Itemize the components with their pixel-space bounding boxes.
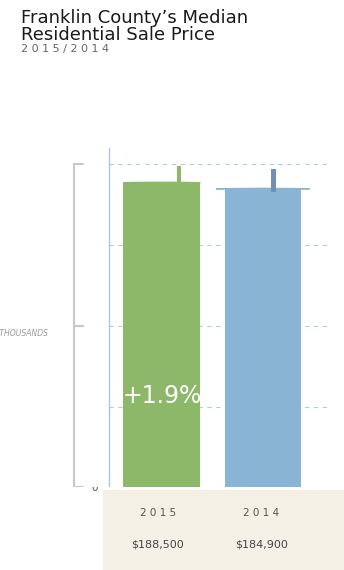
Text: 2 0 1 5: 2 0 1 5 <box>140 507 176 518</box>
FancyBboxPatch shape <box>225 189 301 487</box>
FancyBboxPatch shape <box>176 166 181 189</box>
Text: +1.9%: +1.9% <box>122 384 202 408</box>
Text: 2 0 1 5 / 2 0 1 4: 2 0 1 5 / 2 0 1 4 <box>21 44 109 55</box>
Text: IN THOUSANDS: IN THOUSANDS <box>0 329 48 339</box>
FancyBboxPatch shape <box>123 183 200 487</box>
FancyBboxPatch shape <box>271 169 276 192</box>
Text: Franklin County’s Median: Franklin County’s Median <box>21 9 248 27</box>
Text: $184,900: $184,900 <box>235 539 288 549</box>
Text: Residential Sale Price: Residential Sale Price <box>21 26 215 44</box>
Text: 2 0 1 4: 2 0 1 4 <box>243 507 279 518</box>
Polygon shape <box>123 182 200 183</box>
Text: $188,500: $188,500 <box>131 539 184 549</box>
